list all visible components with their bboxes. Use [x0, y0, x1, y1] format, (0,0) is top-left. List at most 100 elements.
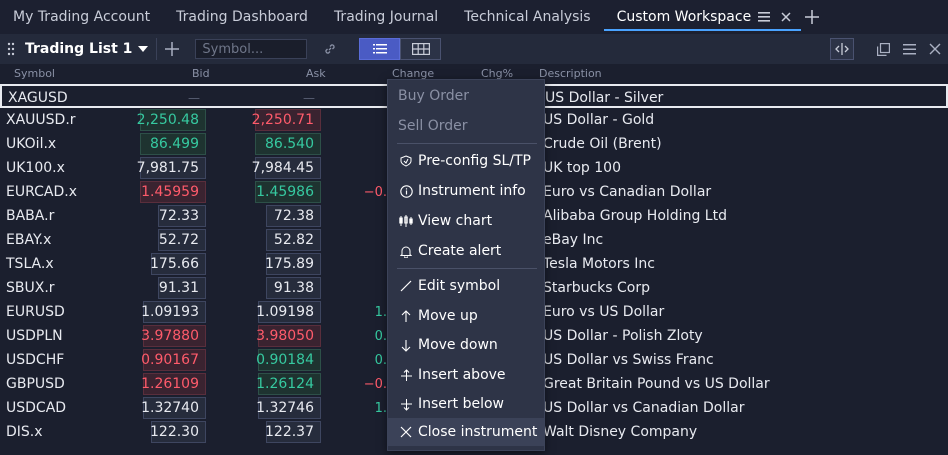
row-bid-price[interactable]: 52.72 — [158, 229, 206, 251]
table-row[interactable]: XAUUSD.r 2,250.48 2,250.71 US Dollar - Gold — [0, 108, 948, 132]
row-ask-price[interactable]: 0.90184 — [256, 349, 321, 371]
row-symbol: UKOil.x — [6, 136, 57, 152]
row-bid-price[interactable]: 175.66 — [150, 253, 206, 275]
link-icon[interactable] — [317, 37, 343, 61]
row-description: Walt Disney Company — [543, 424, 698, 440]
table-row[interactable]: SBUX.r 91.31 91.38 Starbucks Corp — [0, 276, 948, 300]
row-ask-price[interactable]: 2,250.71 — [252, 109, 321, 131]
row-bid-price[interactable]: 1.45959 — [140, 181, 206, 203]
row-symbol: USDPLN — [6, 328, 63, 344]
col-header-chg-pct[interactable]: Chg% — [481, 67, 514, 80]
menu-insert-above-label: Insert above — [418, 367, 506, 383]
row-description: Euro vs Canadian Dollar — [543, 184, 712, 200]
menu-insert-above[interactable]: Insert above — [388, 361, 544, 389]
row-ask-price[interactable]: 86.540 — [255, 133, 321, 155]
menu-preconfig-sltp[interactable]: Pre-config SL/TP — [388, 147, 544, 175]
row-ask-price[interactable]: — — [303, 91, 315, 105]
row-bid-price[interactable]: 1.26109 — [141, 373, 206, 395]
row-bid-price[interactable]: 3.97880 — [141, 325, 206, 347]
table-row[interactable]: EURCAD.x 1.45959 1.45986 −0. Euro vs Canadia… — [0, 180, 948, 204]
table-row[interactable]: USDCAD 1.32740 1.32746 1. US Dollar vs Canad… — [0, 396, 948, 420]
menu-instrument-info[interactable]: Instrument info — [388, 177, 544, 205]
menu-close-instrument[interactable]: Close instrument — [388, 418, 544, 446]
symbol-search-input[interactable]: Symbol... — [195, 39, 308, 59]
row-bid-price[interactable]: 86.499 — [140, 133, 206, 155]
tab-trading-journal[interactable]: Trading Journal — [333, 9, 439, 25]
tab-technical-analysis[interactable]: Technical Analysis — [464, 9, 591, 25]
list-selector[interactable]: Trading List 1 — [25, 41, 149, 57]
menu-insert-below[interactable]: Insert below — [388, 390, 544, 418]
row-bid-price[interactable]: 72.33 — [158, 205, 206, 227]
menu-buy-order[interactable]: Buy Order — [398, 88, 469, 104]
drag-handle-icon[interactable] — [4, 41, 18, 57]
menu-view-chart[interactable]: View chart — [388, 207, 544, 235]
row-bid-price[interactable]: 122.30 — [150, 421, 206, 443]
table-row[interactable]: EURUSD 1.09193 1.09198 1. Euro vs US Dollar — [0, 300, 948, 324]
split-panel-button[interactable] — [830, 38, 854, 60]
row-bid-price[interactable]: — — [188, 91, 200, 105]
row-bid-price[interactable]: 1.32740 — [141, 397, 206, 419]
list-view-button[interactable] — [359, 38, 401, 60]
arrow-down-icon — [397, 336, 415, 354]
panel-menu-icon[interactable] — [896, 37, 922, 61]
row-ask-price[interactable]: 1.09198 — [256, 301, 321, 323]
row-symbol: USDCHF — [6, 352, 65, 368]
candlestick-icon — [397, 212, 415, 230]
add-symbol-icon[interactable] — [159, 37, 185, 61]
menu-create-alert-label: Create alert — [418, 243, 502, 259]
row-ask-price[interactable]: 1.26124 — [256, 373, 321, 395]
row-ask-price[interactable]: 52.82 — [266, 229, 321, 251]
menu-create-alert[interactable]: Create alert — [388, 237, 544, 265]
row-bid-price[interactable]: 2,250.48 — [137, 109, 206, 131]
table-row[interactable]: TSLA.x 175.66 175.89 Tesla Motors Inc — [0, 252, 948, 276]
info-icon — [397, 182, 415, 200]
tab-my-trading-account[interactable]: My Trading Account — [13, 9, 151, 25]
row-ask-price[interactable]: 72.38 — [266, 205, 321, 227]
row-symbol: BABA.r — [6, 208, 55, 224]
menu-move-up[interactable]: Move up — [388, 302, 544, 330]
row-ask-price[interactable]: 175.89 — [265, 253, 321, 275]
col-header-bid[interactable]: Bid — [192, 67, 210, 80]
tab-trading-dashboard[interactable]: Trading Dashboard — [176, 9, 308, 25]
close-panel-icon[interactable] — [922, 37, 948, 61]
row-ask-price[interactable]: 3.98050 — [256, 325, 321, 347]
row-bid-price[interactable]: 7,981.75 — [137, 157, 206, 179]
col-header-symbol[interactable]: Symbol — [14, 67, 55, 80]
popout-icon[interactable] — [870, 37, 896, 61]
menu-insert-below-label: Insert below — [418, 396, 505, 412]
row-symbol: SBUX.r — [6, 280, 55, 296]
col-header-change[interactable]: Change — [392, 67, 435, 80]
table-row[interactable]: UK100.x 7,981.75 7,984.45 UK top 100 — [0, 156, 948, 180]
menu-edit-symbol[interactable]: Edit symbol — [388, 272, 544, 300]
chevron-down-icon — [138, 46, 149, 52]
menu-move-down[interactable]: Move down — [388, 331, 544, 359]
row-ask-price[interactable]: 1.32746 — [256, 397, 321, 419]
row-symbol: TSLA.x — [6, 256, 54, 272]
tab-custom-workspace-label: Custom Workspace — [616, 9, 752, 25]
row-bid-price[interactable]: 0.90167 — [141, 349, 206, 371]
row-ask-price[interactable]: 7,984.45 — [252, 157, 321, 179]
col-header-description[interactable]: Description — [539, 67, 602, 80]
tab-custom-workspace[interactable]: Custom Workspace — [603, 0, 802, 34]
add-tab-icon[interactable] — [803, 8, 821, 26]
table-row[interactable]: UKOil.x 86.499 86.540 Crude Oil (Brent) — [0, 132, 948, 156]
table-row[interactable]: BABA.r 72.33 72.38 Alibaba Group Holding Lt… — [0, 204, 948, 228]
tab-close-icon[interactable] — [777, 8, 795, 26]
table-row[interactable]: EBAY.x 52.72 52.82 eBay Inc — [0, 228, 948, 252]
row-ask-price[interactable]: 91.38 — [266, 277, 321, 299]
grid-view-button[interactable] — [400, 38, 442, 60]
row-ask-price[interactable]: 122.37 — [265, 421, 321, 443]
row-bid-price[interactable]: 1.09193 — [141, 301, 206, 323]
tab-menu-icon[interactable] — [755, 8, 773, 26]
col-header-ask[interactable]: Ask — [306, 67, 326, 80]
table-row[interactable]: GBPUSD 1.26109 1.26124 −0. Great Britain Pou… — [0, 372, 948, 396]
row-bid-price[interactable]: 91.31 — [158, 277, 206, 299]
row-ask-price[interactable]: 1.45986 — [255, 181, 321, 203]
table-row[interactable]: USDCHF 0.90167 0.90184 0. US Dollar vs Swiss… — [0, 348, 948, 372]
table-row[interactable]: DIS.x 122.30 122.37 Walt Disney Company — [0, 420, 948, 444]
row-symbol: EURUSD — [6, 304, 65, 320]
table-row[interactable]: USDPLN 3.97880 3.98050 0. US Dollar - Polish… — [0, 324, 948, 348]
menu-sell-order[interactable]: Sell Order — [398, 118, 468, 134]
row-change: −0. — [363, 376, 387, 392]
list-name: Trading List 1 — [25, 41, 133, 57]
